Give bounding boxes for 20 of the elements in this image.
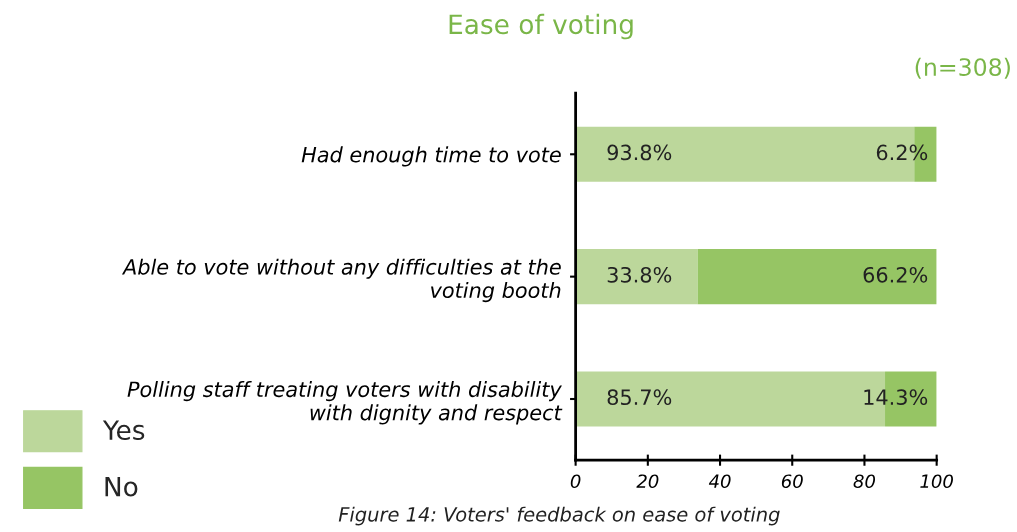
data-label: 6.2%	[876, 144, 928, 161]
x-tick-label: 60	[781, 474, 803, 489]
data-label: 14.3%	[864, 389, 928, 406]
y-tick-label: Able to vote without any difficulties at the voting booth	[121, 258, 561, 303]
bar	[575, 249, 698, 305]
data-label: 85.7%	[607, 389, 672, 406]
x-tick-label: 100	[920, 474, 953, 489]
data-label: 93.8%	[607, 144, 672, 161]
x-tick-label: 20	[636, 474, 659, 489]
bar	[697, 249, 937, 305]
chart-title: Ease of voting	[449, 13, 633, 40]
y-tick-label: Had enough time to vote	[301, 146, 561, 167]
data-label: 66.2%	[863, 266, 928, 283]
chart-subtitle: (n=308)	[915, 57, 1010, 79]
legend-label: No	[105, 477, 138, 497]
x-tick-label: 0	[570, 474, 581, 489]
x-tick-label: 80	[853, 474, 876, 489]
caption: Figure 14: Voters' feedback on ease of voting	[338, 506, 780, 526]
data-label: 33.8%	[607, 266, 672, 283]
x-tick-label: 40	[708, 474, 731, 489]
